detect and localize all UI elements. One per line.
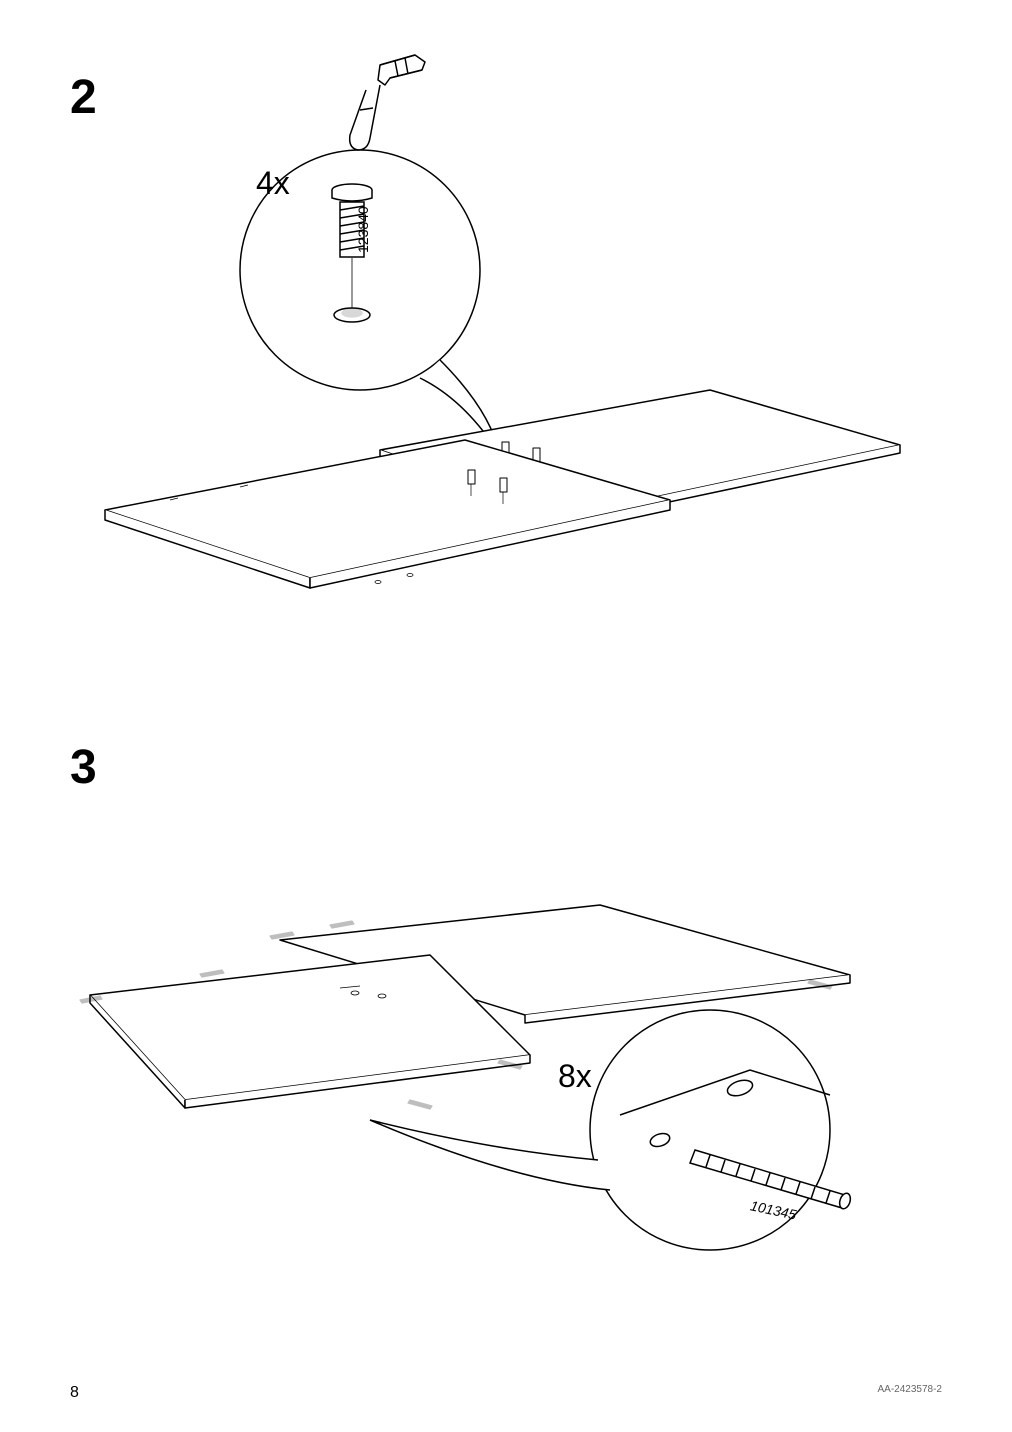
- step-2-illustration: [70, 50, 910, 650]
- part-number-123840: 123840: [355, 206, 371, 253]
- instruction-page: 2: [0, 0, 1012, 1432]
- quantity-4x: 4x: [256, 165, 290, 202]
- document-id: AA-2423578-2: [878, 1384, 943, 1402]
- step-number-3: 3: [70, 740, 97, 795]
- quantity-8x: 8x: [558, 1058, 592, 1095]
- page-number: 8: [70, 1384, 79, 1402]
- page-footer: 8 AA-2423578-2: [0, 1384, 1012, 1402]
